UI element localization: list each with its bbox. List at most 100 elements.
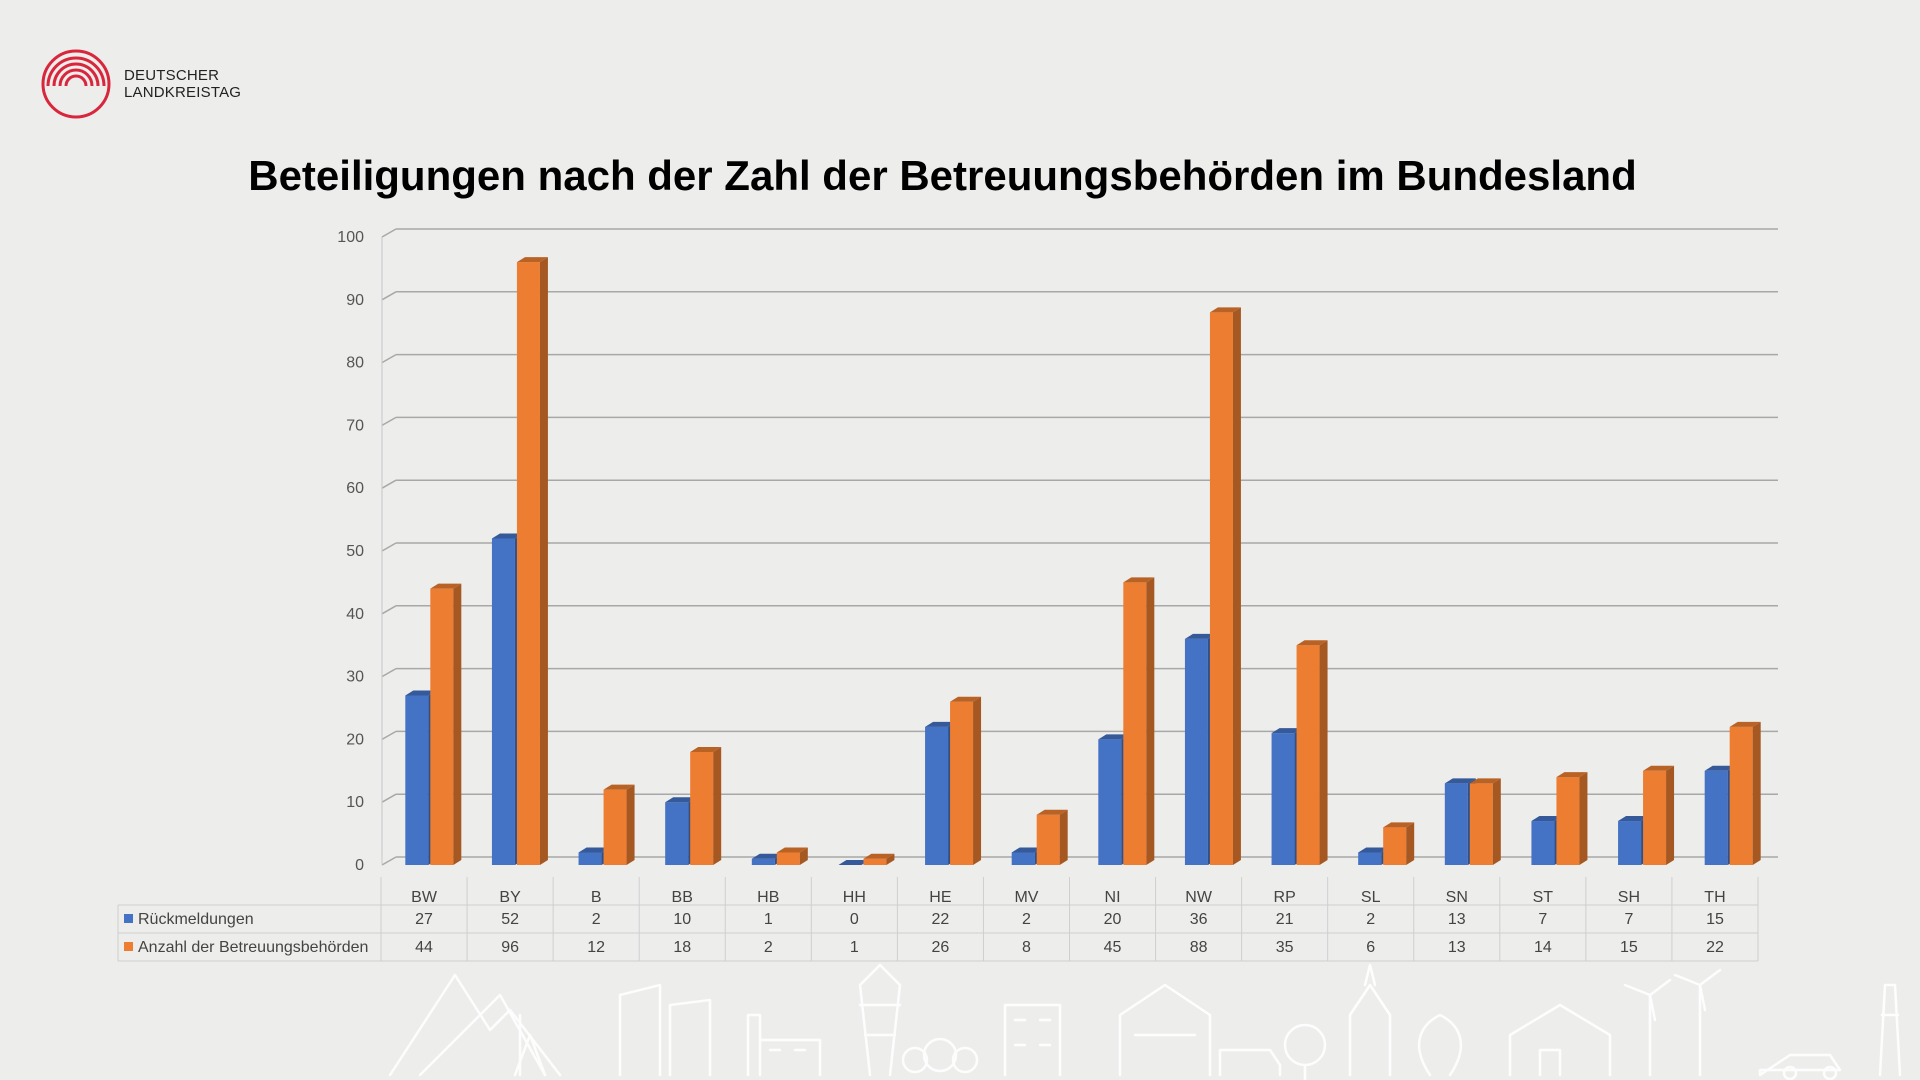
data-label: 6 xyxy=(1366,939,1375,956)
bar-top xyxy=(838,860,870,865)
data-label: 2 xyxy=(764,939,773,956)
y-tick-label: 70 xyxy=(346,417,364,434)
bar-top xyxy=(925,721,957,727)
bar-front xyxy=(1184,638,1208,865)
gridline-depth xyxy=(381,793,397,803)
bar-front xyxy=(1271,733,1295,865)
bar-top xyxy=(1271,728,1303,734)
bar-top xyxy=(578,847,610,853)
bar-MV-behoerden xyxy=(1036,809,1068,865)
bar-top xyxy=(1729,721,1761,727)
bar-front xyxy=(1383,827,1407,865)
logo-line-1: DEUTSCHER xyxy=(124,67,220,84)
data-label: 18 xyxy=(673,939,691,956)
x-tick-label: HB xyxy=(757,889,779,906)
data-label: 1 xyxy=(850,939,859,956)
x-tick-label: HH xyxy=(843,889,866,906)
data-label: 0 xyxy=(850,911,859,928)
data-label: 12 xyxy=(587,939,605,956)
bar-front xyxy=(603,789,627,865)
bar-top xyxy=(491,533,523,539)
bar-side xyxy=(713,746,722,865)
legend-key xyxy=(124,914,133,923)
gridline-depth xyxy=(381,479,397,489)
bar-front xyxy=(1469,783,1493,865)
bar-front xyxy=(776,852,800,865)
gridline-depth xyxy=(381,856,397,866)
x-tick-label: BB xyxy=(672,889,693,906)
bar-top xyxy=(1011,847,1043,853)
logo-line-2: LANDKREISTAG xyxy=(124,84,242,101)
logo-text: DEUTSCHER LANDKREISTAG xyxy=(124,67,241,101)
bar-top xyxy=(430,583,462,589)
bar-BB-behoerden xyxy=(690,746,722,865)
bar-front xyxy=(1531,821,1555,865)
bars xyxy=(405,257,1761,865)
bar-top xyxy=(1123,577,1155,583)
gridline-depth xyxy=(381,228,397,238)
y-tick-label: 0 xyxy=(355,857,364,874)
data-label: 7 xyxy=(1538,911,1547,928)
bar-HH-behoerden xyxy=(863,853,895,865)
bar-HE-behoerden xyxy=(950,696,982,865)
bar-side xyxy=(1059,809,1068,865)
bar-front xyxy=(925,726,949,865)
bar-front xyxy=(690,751,714,865)
bar-B-behoerden xyxy=(603,784,635,865)
bar-side xyxy=(1492,778,1501,865)
bar-TH-behoerden xyxy=(1729,721,1761,865)
data-label: 44 xyxy=(415,939,433,956)
skyline-illustration xyxy=(388,963,1902,1080)
bar-top xyxy=(863,853,895,859)
bar-top xyxy=(751,853,783,859)
bar-front xyxy=(751,858,775,865)
bar-front xyxy=(491,538,515,865)
bar-top xyxy=(1358,847,1390,853)
data-label: 52 xyxy=(501,911,519,928)
bar-top xyxy=(1618,816,1650,822)
bar-top xyxy=(1184,633,1216,639)
bar-front xyxy=(1296,645,1320,865)
data-label: 88 xyxy=(1190,939,1208,956)
bar-side xyxy=(886,853,895,865)
data-label: 2 xyxy=(1366,911,1375,928)
bar-front xyxy=(578,852,602,865)
y-tick-label: 40 xyxy=(346,606,364,623)
bar-side xyxy=(539,257,548,865)
data-label: 14 xyxy=(1534,939,1552,956)
data-label: 21 xyxy=(1276,911,1294,928)
bar-front xyxy=(950,701,974,865)
gridline-depth xyxy=(381,730,397,741)
bar-top xyxy=(1098,734,1130,740)
bar-side xyxy=(1232,307,1241,865)
data-label: 15 xyxy=(1706,911,1724,928)
bar-side xyxy=(1319,640,1328,865)
data-label: 96 xyxy=(501,939,519,956)
data-label: 36 xyxy=(1190,911,1208,928)
data-label: 10 xyxy=(673,911,691,928)
bar-side xyxy=(626,784,635,865)
bar-side xyxy=(973,696,982,865)
bar-top xyxy=(1209,307,1241,313)
bar-front xyxy=(1729,726,1753,865)
bar-HH-rueckmeldungen xyxy=(838,860,870,865)
bar-top xyxy=(690,746,722,752)
gridline-depth xyxy=(381,605,397,615)
data-label: 15 xyxy=(1620,939,1638,956)
landkreistag-logo-icon xyxy=(41,49,111,119)
bar-SL-behoerden xyxy=(1383,822,1415,865)
bar-front xyxy=(1556,777,1580,865)
data-label: 27 xyxy=(415,911,433,928)
bar-front xyxy=(1618,821,1642,865)
bar-front xyxy=(430,588,454,865)
x-tick-label: HE xyxy=(929,889,951,906)
bar-top xyxy=(516,257,548,263)
bar-SH-behoerden xyxy=(1643,765,1675,865)
data-label: 45 xyxy=(1104,939,1122,956)
bar-front xyxy=(1358,852,1382,865)
y-tick-label: 30 xyxy=(346,669,364,686)
y-tick-label: 10 xyxy=(346,794,364,811)
x-tick-label: SL xyxy=(1361,889,1381,906)
bar-front xyxy=(1123,582,1147,865)
